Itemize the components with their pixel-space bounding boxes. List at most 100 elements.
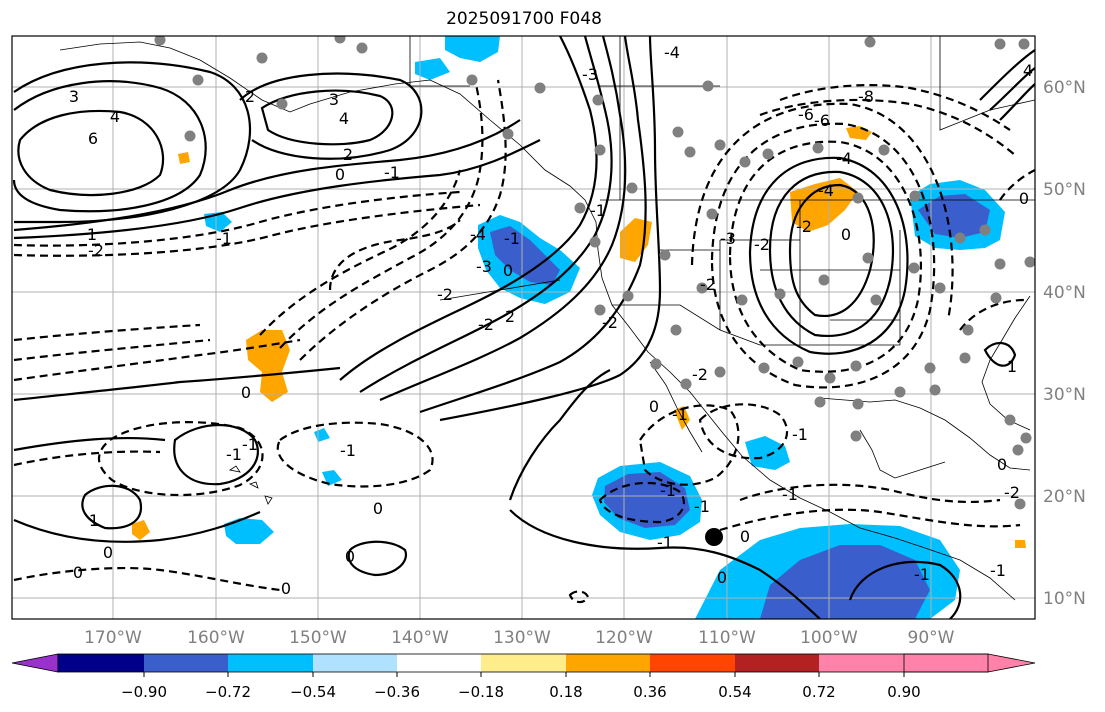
contour-label: 0 [649, 397, 659, 416]
shade-orange-small2 [1015, 540, 1026, 548]
colorbar-segment [228, 654, 313, 672]
lat-label: 40°N [1043, 283, 1086, 303]
lon-label: 150°W [289, 628, 347, 648]
contour-label: 4 [110, 107, 120, 126]
colorbar-segment [58, 654, 144, 672]
lon-label: 170°W [84, 628, 142, 648]
colorbar-segment [144, 654, 228, 672]
lat-label: 10°N [1043, 589, 1086, 609]
shade-orange-nv [620, 218, 652, 262]
contour-label: 4 [1023, 61, 1033, 80]
contour-label: -3 [720, 229, 736, 248]
shade-orange-hawaii-s [132, 520, 150, 540]
shade-blue-mexico [745, 436, 790, 470]
longitude-labels: 170°W 160°W 150°W 140°W 130°W 120°W 110°… [84, 628, 955, 648]
lon-label: 100°W [800, 628, 858, 648]
map-frame [11, 35, 1036, 620]
graticule [12, 36, 1035, 619]
contour-label: -1 [792, 425, 808, 444]
lon-label: 140°W [391, 628, 449, 648]
contour-label: 1 [1007, 357, 1017, 376]
shade-blue-small1 [314, 428, 330, 442]
colorbar-tick: 0.90 [887, 683, 920, 701]
contour-label: 4 [339, 109, 349, 128]
contour-label: -1 [340, 441, 356, 460]
contour-label: -1 [216, 229, 232, 248]
contour-label: -2 [88, 241, 104, 260]
contour-label: 0 [841, 225, 851, 244]
contour-label: -1 [694, 497, 710, 516]
lon-label: 90°W [908, 628, 955, 648]
colorbar-tick: 0.72 [802, 683, 835, 701]
shaded-regions [132, 36, 1026, 619]
contour-label: -4 [836, 149, 852, 168]
contour-label: 0 [503, 261, 513, 280]
contour-label: -2 [754, 235, 770, 254]
colorbar-tick: −0.36 [374, 683, 420, 701]
station-markers [154, 36, 1035, 510]
contour-label: -2 [602, 313, 618, 332]
lat-label: 50°N [1043, 180, 1086, 200]
lat-label: 30°N [1043, 385, 1086, 405]
colorbar-tick: −0.72 [205, 683, 251, 701]
contour-label: 1 [87, 225, 97, 244]
contour-label: -1 [504, 229, 520, 248]
shade-dblue-ne-pac [490, 226, 560, 285]
contour-label: -1 [242, 435, 258, 454]
colorbar-segment [566, 654, 650, 672]
contour-label: 2 [505, 307, 515, 326]
contour-label: -1 [384, 163, 400, 182]
lon-label: 160°W [187, 628, 245, 648]
contour-label: -1 [226, 445, 242, 464]
shade-dblue-ontario [918, 194, 990, 238]
contour-label: -4 [664, 43, 680, 62]
contour-label: -8 [858, 87, 874, 106]
shade-orange-ca-bay [846, 126, 872, 140]
contour-label: 0 [103, 543, 113, 562]
contour-label: 0 [73, 563, 83, 582]
shade-orange-mt [790, 178, 858, 232]
shade-blue-nw [445, 36, 500, 62]
contour-label: 0 [345, 547, 355, 566]
contour-label: 0 [717, 568, 727, 587]
contour-label: -4 [470, 225, 486, 244]
contour-label: -6 [814, 111, 830, 130]
contour-label: 0 [373, 499, 383, 518]
contour-label: 2 [245, 87, 255, 106]
shade-blue-small2 [322, 470, 342, 486]
colorbar-segment [650, 654, 735, 672]
contour-label: 3 [329, 90, 339, 109]
contour-labels: 3 4 6 2 3 4 2 0 -1 -2 1 -1 0 -2 -4 -3 2 … [69, 43, 1033, 598]
lat-label: 60°N [1043, 78, 1086, 98]
contours [12, 36, 1035, 619]
colorbar-right-extend [903, 653, 1036, 673]
contour-label: 6 [88, 129, 98, 148]
lat-label: 20°N [1043, 487, 1086, 507]
contour-label: 1 [89, 511, 99, 530]
contour-label: -1 [660, 481, 676, 500]
shade-dblue-central-am [760, 545, 930, 619]
contour-label: -1 [914, 565, 930, 584]
contour-label: -3 [476, 257, 492, 276]
colorbar: −0.90 −0.72 −0.54 −0.36 −0.18 0.18 0.36 … [11, 653, 1036, 701]
contour-label: -4 [818, 181, 834, 200]
contour-label: -2 [437, 285, 453, 304]
colorbar-segment [819, 654, 904, 672]
colorbar-tick: −0.18 [458, 683, 504, 701]
contour-label: -2 [478, 315, 494, 334]
contour-label: 0 [740, 527, 750, 546]
storm-center-marker [705, 528, 723, 546]
contour-label: -6 [798, 105, 814, 124]
colorbar-tick: 0.18 [549, 683, 582, 701]
contour-label: 0 [1019, 189, 1029, 208]
lon-label: 110°W [698, 628, 756, 648]
colorbar-tick: −0.90 [121, 683, 167, 701]
contour-label: 0 [281, 579, 291, 598]
shade-blue-gulf [415, 58, 450, 80]
contour-label: -1 [990, 561, 1006, 580]
colorbar-tick: 0.36 [633, 683, 666, 701]
contour-label: -2 [1004, 483, 1020, 502]
colorbar-tick: 0.54 [718, 683, 751, 701]
lon-label: 120°W [595, 628, 653, 648]
contour-label: -2 [692, 365, 708, 384]
